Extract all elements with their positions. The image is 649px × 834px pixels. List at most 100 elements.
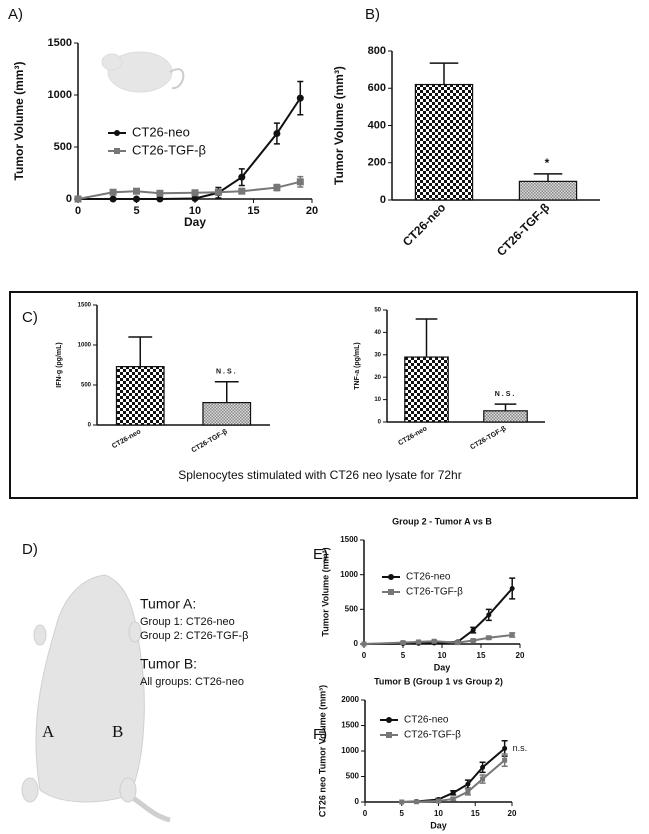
legend-marker — [114, 148, 120, 154]
data-point — [191, 194, 199, 202]
mouse-icon — [101, 51, 185, 93]
x-axis-label: Day — [434, 662, 451, 672]
y-axis-label: Tumor Volume (mm³) — [332, 66, 346, 185]
y-tick-label: 400 — [368, 119, 386, 131]
y-tick-label: 1500 — [340, 535, 358, 544]
chart-title: Tumor B (Group 1 vs Group 2) — [374, 676, 503, 686]
x-tick-label: CT26-TGF-β — [469, 425, 508, 451]
annotation: * — [545, 156, 552, 170]
data-point — [470, 627, 476, 633]
data-point — [156, 195, 164, 203]
x-tick-label: 0 — [75, 205, 81, 217]
y-axis-label: Tumor Volume (mm³) — [320, 547, 330, 636]
data-point — [296, 178, 304, 186]
x-axis-label: Day — [430, 820, 447, 830]
data-point — [502, 757, 508, 763]
bar — [414, 83, 474, 201]
y-tick-label: 1500 — [78, 303, 92, 309]
data-point — [191, 189, 199, 197]
data-point — [238, 173, 246, 181]
panel-label: A) — [8, 6, 23, 23]
data-point — [296, 94, 304, 102]
error-bar — [214, 381, 239, 403]
data-point — [109, 188, 117, 196]
bar — [483, 410, 528, 423]
data-point — [109, 195, 117, 203]
y-axis-label: Tumor Volume (mm³) — [12, 62, 26, 181]
data-point — [273, 184, 281, 192]
bar — [115, 366, 165, 426]
bar — [518, 180, 578, 201]
error-bar — [429, 62, 459, 85]
x-tick-label: 15 — [247, 205, 259, 217]
y-tick-label: 1000 — [340, 570, 358, 579]
x-tick-label: CT26-TGF-β — [494, 200, 552, 258]
x-tick-label: 0 — [362, 651, 367, 660]
data-point — [238, 187, 246, 195]
series-line — [401, 759, 506, 803]
data-point — [455, 640, 461, 646]
legend-marker — [388, 574, 394, 580]
legend-marker — [386, 717, 392, 723]
panel-label: B) — [365, 6, 380, 23]
x-tick-label: 15 — [477, 651, 486, 660]
x-tick-label: CT26-neo — [397, 425, 428, 447]
y-tick-label: 0 — [355, 797, 360, 806]
panel-label: D) — [22, 541, 38, 558]
data-point — [486, 635, 492, 641]
data-point — [361, 641, 367, 647]
y-tick-label: 30 — [374, 352, 381, 358]
y-axis-label: CT26 neo Tumor Volume (mm³) — [317, 685, 327, 817]
x-tick-label: CT26-TGF-β — [190, 428, 229, 454]
error-bar — [533, 173, 563, 182]
data-point — [416, 639, 422, 645]
bar — [404, 356, 449, 423]
legend-label: CT26-neo — [406, 572, 451, 583]
y-axis-label: TNF-a (pg/mL) — [354, 342, 361, 389]
x-tick-label: 5 — [401, 651, 406, 660]
legend-marker — [388, 589, 394, 595]
error-bar — [128, 336, 153, 367]
y-tick-label: 1500 — [341, 721, 359, 730]
y-tick-label: 1000 — [78, 343, 92, 349]
legend-label: CT26-TGF-β — [404, 730, 461, 741]
x-tick-label: 20 — [508, 809, 517, 818]
annotation: N.S. — [495, 391, 517, 398]
x-tick-label: 0 — [363, 809, 368, 818]
caption: Splenocytes stimulated with CT26 neo lys… — [178, 468, 461, 482]
tumor-b-heading: Tumor B: — [140, 656, 197, 672]
data-point — [465, 789, 471, 795]
y-tick-label: 0 — [380, 194, 386, 206]
data-point — [431, 638, 437, 644]
data-point — [450, 796, 456, 802]
x-tick-label: 10 — [189, 205, 201, 217]
data-point — [214, 188, 222, 196]
y-tick-label: 0 — [378, 420, 382, 426]
data-point — [480, 764, 486, 770]
legend-label: CT26-TGF-β — [406, 587, 463, 598]
data-point — [413, 799, 419, 805]
error-bar — [415, 318, 438, 358]
data-point — [133, 195, 140, 203]
site-b-label: B — [112, 722, 123, 741]
y-tick-label: 1500 — [48, 37, 72, 49]
legend-label: CT26-TGF-β — [132, 142, 206, 157]
bar — [202, 402, 252, 426]
data-point — [465, 781, 471, 787]
panel-label: C) — [22, 309, 38, 326]
panel-label: E) — [313, 546, 328, 563]
legend-marker — [114, 130, 120, 136]
x-tick-label: 5 — [133, 205, 139, 217]
all-groups-text: All groups: CT26-neo — [140, 676, 244, 688]
y-tick-label: 20 — [374, 375, 381, 381]
data-point — [399, 799, 405, 805]
y-tick-label: 0 — [88, 423, 92, 429]
data-point — [450, 790, 456, 796]
data-point — [502, 745, 508, 751]
y-tick-label: 500 — [346, 772, 360, 781]
data-point — [480, 776, 486, 782]
error-bar — [494, 403, 517, 411]
x-tick-label: 5 — [400, 809, 405, 818]
y-tick-label: 50 — [374, 308, 381, 314]
